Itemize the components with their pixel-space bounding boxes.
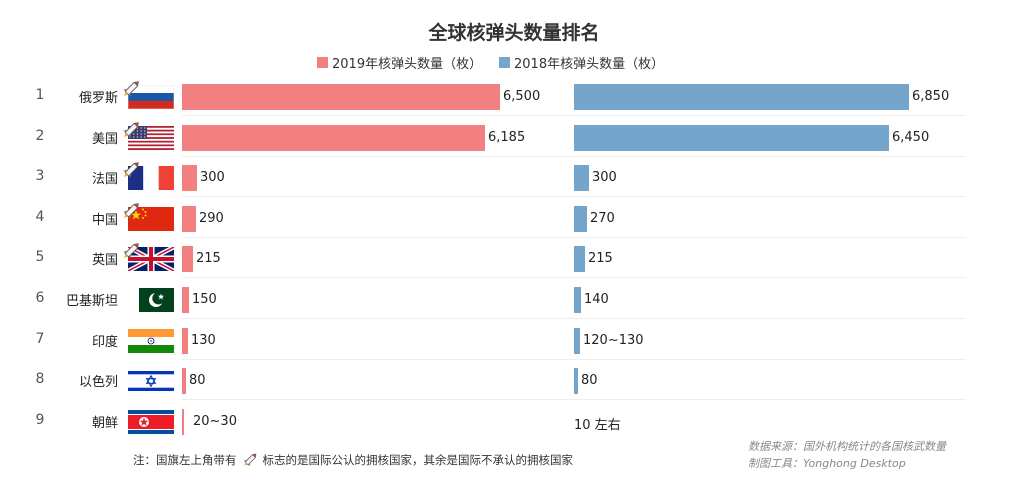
- data-label-2019: 290: [199, 210, 224, 226]
- footnote-suffix: 标志的是国际公认的拥核国家，其余是国际不承认的拥核国家: [262, 453, 574, 467]
- bar-2018: [574, 165, 589, 192]
- chart-row: 6 巴基斯坦 150 140: [0, 279, 1028, 319]
- country-label: 法国: [91, 172, 118, 188]
- country-label: 朝鲜: [91, 415, 118, 431]
- nuclear-missile-icon: [120, 119, 142, 141]
- nuclear-missile-icon: [243, 453, 256, 467]
- country-label: 巴基斯坦: [65, 294, 118, 309]
- chart-row: 9 朝鲜 20~30 10 左右: [0, 401, 1028, 441]
- bar-2019: [182, 124, 485, 151]
- bar-2019: [182, 246, 193, 273]
- data-label-2019: 150: [192, 292, 217, 307]
- data-label-2019: 300: [200, 170, 225, 186]
- data-label-2018: 80: [581, 373, 598, 389]
- chart-row: 7 印度 130 120~130: [0, 320, 1028, 360]
- pakistan-flag: [128, 288, 174, 312]
- legend-item-2018: 2018年核弹头数量（枚）: [499, 53, 664, 72]
- data-label-2018: 6,850: [912, 89, 950, 104]
- bar-2018: [574, 246, 585, 273]
- country-label: 美国: [91, 131, 118, 147]
- data-label-2018: 6,450: [892, 129, 930, 145]
- rank-label: 6: [35, 290, 45, 306]
- bar-2019: [182, 287, 189, 313]
- russia-flag: [128, 85, 174, 109]
- rank-label: 1: [35, 87, 45, 103]
- chart-row: 1 俄罗斯 6,500 6,850: [0, 76, 1028, 116]
- legend-item-2019: 2019年核弹头数量（枚）: [317, 53, 482, 72]
- bar-2019: [182, 205, 196, 232]
- source-note: 数据来源：国外机构统计的各国核武数量 制图工具：Yonghong Desktop: [748, 438, 946, 472]
- nuclear-missile-icon: [120, 159, 142, 181]
- bar-2018: [574, 84, 909, 110]
- data-label-2019: 130: [191, 332, 216, 348]
- data-label-2019: 80: [189, 373, 206, 389]
- bar-2018: [574, 368, 578, 395]
- china-flag: [128, 206, 174, 231]
- bar-2018: [574, 327, 580, 354]
- bar-2019: [182, 327, 188, 354]
- country-label: 印度: [91, 334, 118, 350]
- data-label-2019: 6,500: [503, 89, 541, 104]
- chart-row: 4 中国 290 270: [0, 198, 1028, 238]
- rank-label: 2: [35, 127, 45, 144]
- india-flag: [128, 328, 174, 353]
- nuclear-missile-icon: [120, 78, 142, 100]
- row-divider: [182, 236, 966, 238]
- chart-title: 全球核弹头数量排名: [428, 22, 600, 44]
- rank-label: 8: [35, 371, 45, 388]
- chart-row: 2 美国 6,185 6,450: [0, 117, 1028, 157]
- rank-label: 7: [35, 330, 45, 347]
- data-label-2018: 270: [590, 210, 615, 226]
- tool-text: 制图工具：Yonghong Desktop: [748, 457, 906, 470]
- footnote-prefix: 注：国旗左上角带有: [133, 453, 237, 467]
- data-label-2019: 6,185: [488, 129, 526, 145]
- row-divider: [182, 399, 966, 401]
- legend-label-2019: 2019年核弹头数量（枚）: [332, 57, 483, 72]
- legend-swatch-2019: [317, 57, 328, 68]
- bar-2018: [574, 287, 581, 313]
- data-label-2018: 300: [592, 170, 617, 186]
- row-divider: [182, 358, 966, 360]
- data-label-2018: 120~130: [583, 332, 644, 348]
- bar-2019: [182, 408, 184, 435]
- footnote: 注：国旗左上角带有 标志的是国际公认的拥核国家，其余是国际不承认的拥核国家: [133, 451, 573, 469]
- country-label: 中国: [91, 212, 118, 228]
- country-label: 俄罗斯: [78, 91, 118, 106]
- bar-2019: [182, 84, 500, 110]
- chart-row: 8 以色列 80 80: [0, 360, 1028, 401]
- israel-flag: [128, 369, 174, 394]
- row-divider: [182, 196, 966, 198]
- data-source-text: 数据来源：国外机构统计的各国核武数量: [748, 440, 946, 453]
- nuclear-missile-icon: [120, 200, 142, 222]
- data-label-2019: 215: [196, 251, 221, 267]
- legend-label-2018: 2018年核弹头数量（枚）: [514, 57, 665, 72]
- chart-row: 5 英国 215 215: [0, 238, 1028, 279]
- country-label: 英国: [91, 253, 118, 269]
- bar-2018: [574, 124, 889, 151]
- data-label-2018: 215: [588, 251, 613, 267]
- bar-2019: [182, 165, 197, 192]
- row-divider: [182, 115, 966, 116]
- bar-2018: [574, 205, 587, 232]
- chart-row: 3 法国 300 300: [0, 157, 1028, 198]
- legend-swatch-2018: [499, 57, 510, 68]
- row-divider: [182, 155, 966, 157]
- usa-flag: [128, 125, 174, 150]
- data-label-2019: 20~30: [193, 413, 237, 429]
- row-divider: [182, 277, 966, 279]
- north-korea-flag: [128, 409, 174, 434]
- bar-2019: [182, 368, 186, 395]
- nuclear-missile-icon: [120, 240, 142, 262]
- data-label-2018: 10 左右: [574, 417, 621, 433]
- row-divider: [182, 318, 966, 319]
- rank-label: 5: [35, 249, 45, 266]
- country-label: 以色列: [78, 375, 118, 391]
- rank-label: 3: [35, 168, 45, 185]
- rank-label: 9: [35, 411, 45, 428]
- rank-label: 4: [35, 208, 45, 225]
- data-label-2018: 140: [584, 292, 609, 307]
- uk-flag: [128, 247, 174, 272]
